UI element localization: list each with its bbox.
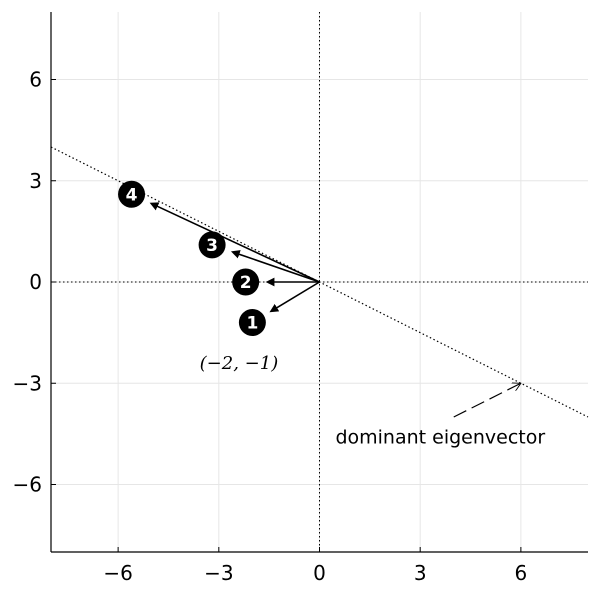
vector-3-number: 3 — [206, 236, 218, 256]
y-tick-label: −6 — [13, 473, 42, 497]
x-tick-label: −3 — [204, 561, 233, 585]
annotations: (−2, −1) dominant eigenvector — [200, 353, 546, 448]
vector-3-arrow — [230, 250, 320, 283]
vector-4-arrow — [149, 202, 320, 283]
vector-2-number: 2 — [240, 273, 252, 293]
tick-labels: −6 −3 0 3 6 −6 −3 0 3 6 — [13, 68, 528, 586]
x-tick-label: 3 — [414, 561, 427, 585]
x-tick-label: −6 — [103, 561, 132, 585]
vector-4-number: 4 — [126, 185, 138, 205]
dominant-eigenvector-label: dominant eigenvector — [335, 426, 545, 448]
vector-2-marker — [232, 268, 260, 296]
vector-coordinate-label: (−2, −1) — [200, 353, 279, 374]
x-tick-label: 0 — [313, 561, 326, 585]
annotation-arrow — [453, 383, 521, 418]
y-tick-label: 6 — [29, 68, 42, 92]
y-tick-label: −3 — [13, 371, 42, 395]
vector-4-marker — [118, 180, 146, 208]
vector-1-marker — [238, 309, 266, 336]
x-tick-label: 6 — [515, 561, 528, 585]
y-tick-label: 0 — [29, 270, 42, 294]
vector-1-number: 1 — [246, 314, 258, 334]
y-tick-label: 3 — [29, 169, 42, 193]
vector-1-arrow — [269, 281, 320, 313]
vector-3-marker — [198, 231, 226, 259]
vectors: 1 2 3 4 — [118, 180, 320, 336]
